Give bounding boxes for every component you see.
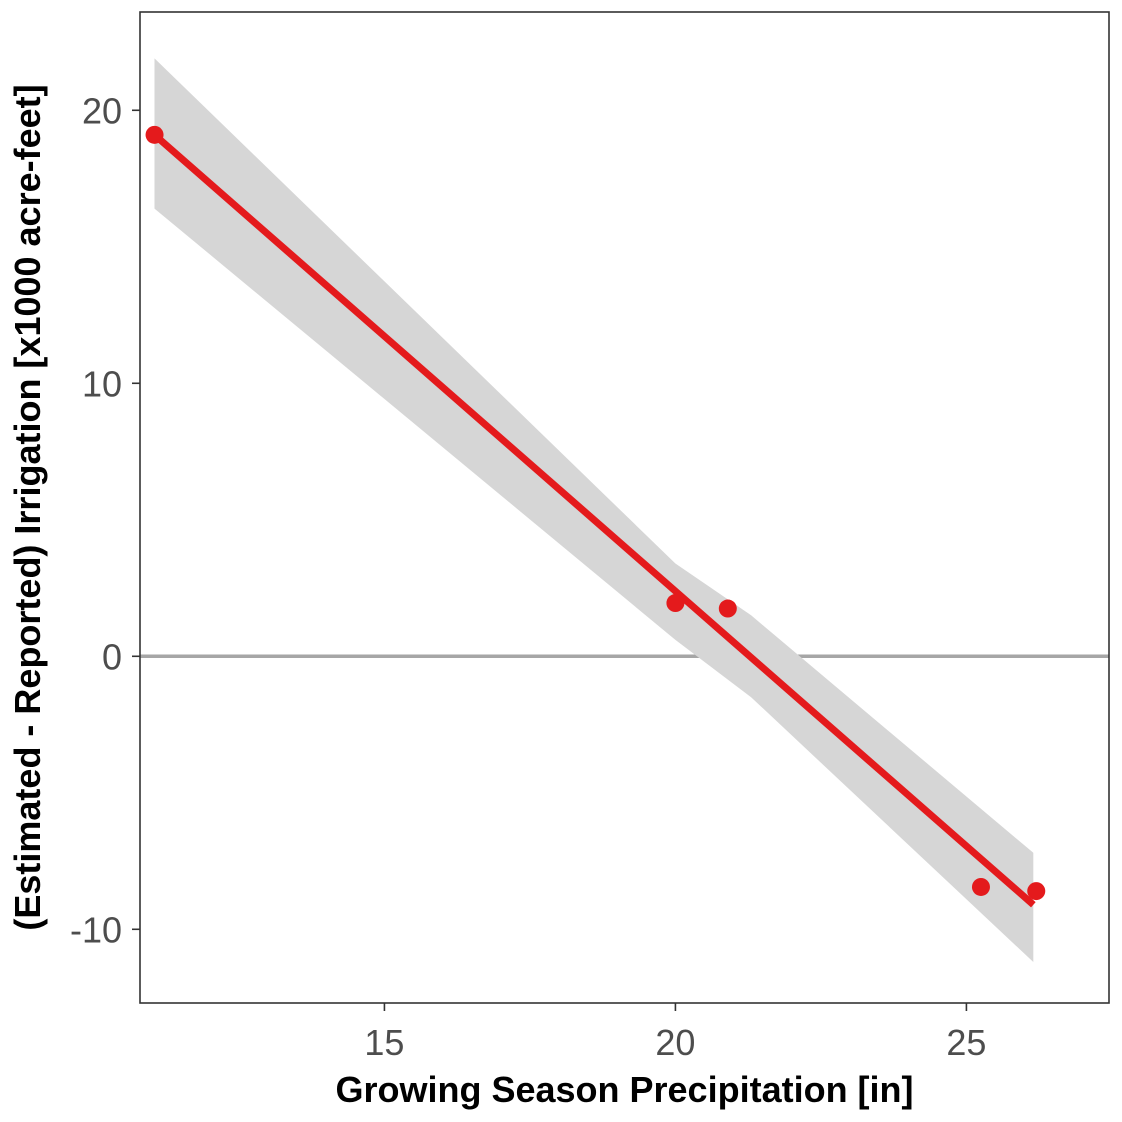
x-tick-label: 15 (364, 1022, 404, 1063)
plot-area (140, 58, 1109, 962)
y-tick-label: 20 (82, 90, 122, 131)
data-point (1027, 882, 1046, 901)
y-axis-title: (Estimated - Reported) Irrigation [x1000… (7, 84, 48, 930)
y-tick-label: -10 (70, 909, 122, 950)
data-point (971, 877, 990, 896)
panel-frame (139, 11, 1110, 1004)
confidence-band (154, 58, 1034, 962)
x-axis: 15 20 25 (364, 1003, 986, 1063)
data-point (718, 599, 737, 618)
data-point (145, 125, 164, 144)
x-axis-title: Growing Season Precipitation [in] (335, 1069, 913, 1110)
x-tick-label: 25 (946, 1022, 986, 1063)
x-tick-label: 20 (655, 1022, 695, 1063)
y-tick-label: 10 (82, 363, 122, 404)
y-tick-label: 0 (102, 636, 122, 677)
fit-line (152, 132, 1036, 908)
y-axis: -10 0 10 20 (70, 90, 140, 950)
data-point (666, 594, 685, 613)
